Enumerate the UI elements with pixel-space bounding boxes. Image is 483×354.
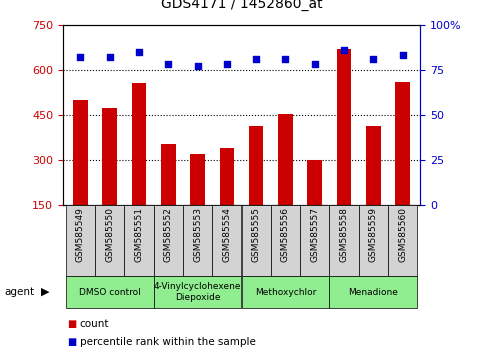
- Text: 4-Vinylcyclohexene
Diepoxide: 4-Vinylcyclohexene Diepoxide: [154, 282, 242, 302]
- Text: GSM585555: GSM585555: [252, 207, 261, 262]
- Bar: [124, 205, 154, 276]
- Bar: [242, 205, 271, 276]
- Bar: [388, 205, 417, 276]
- Bar: [307, 160, 322, 251]
- Text: count: count: [80, 319, 109, 329]
- Bar: [329, 205, 359, 276]
- Text: GSM585556: GSM585556: [281, 207, 290, 262]
- Text: agent: agent: [5, 287, 35, 297]
- Text: GSM585549: GSM585549: [76, 207, 85, 262]
- Bar: [359, 205, 388, 276]
- Text: GSM585558: GSM585558: [340, 207, 349, 262]
- Text: GSM585557: GSM585557: [310, 207, 319, 262]
- Bar: [249, 126, 263, 251]
- Bar: [161, 144, 176, 251]
- Bar: [271, 205, 300, 276]
- Bar: [366, 126, 381, 251]
- Text: GSM585559: GSM585559: [369, 207, 378, 262]
- Point: [194, 63, 201, 69]
- Text: ■: ■: [68, 337, 77, 347]
- Bar: [102, 108, 117, 251]
- Bar: [190, 154, 205, 251]
- Text: Methoxychlor: Methoxychlor: [255, 287, 316, 297]
- Bar: [183, 205, 212, 276]
- Bar: [212, 205, 242, 276]
- Text: GSM585554: GSM585554: [222, 207, 231, 262]
- Bar: [154, 205, 183, 276]
- Point: [76, 55, 84, 60]
- Point: [223, 62, 231, 67]
- Text: DMSO control: DMSO control: [79, 287, 141, 297]
- Text: ▶: ▶: [41, 287, 50, 297]
- Bar: [337, 49, 351, 251]
- Point: [311, 62, 319, 67]
- Bar: [66, 276, 154, 308]
- Text: Menadione: Menadione: [348, 287, 398, 297]
- Point: [106, 55, 114, 60]
- Text: percentile rank within the sample: percentile rank within the sample: [80, 337, 256, 347]
- Point: [340, 47, 348, 53]
- Bar: [95, 205, 124, 276]
- Text: GSM585552: GSM585552: [164, 207, 173, 262]
- Text: GSM585560: GSM585560: [398, 207, 407, 262]
- Bar: [329, 276, 417, 308]
- Bar: [154, 276, 242, 308]
- Text: GSM585551: GSM585551: [134, 207, 143, 262]
- Text: GSM585553: GSM585553: [193, 207, 202, 262]
- Point: [252, 56, 260, 62]
- Point: [164, 62, 172, 67]
- Text: GSM585550: GSM585550: [105, 207, 114, 262]
- Bar: [220, 148, 234, 251]
- Point: [399, 53, 407, 58]
- Bar: [132, 84, 146, 251]
- Bar: [66, 205, 95, 276]
- Point: [282, 56, 289, 62]
- Bar: [242, 276, 329, 308]
- Point: [369, 56, 377, 62]
- Bar: [73, 100, 88, 251]
- Point: [135, 49, 143, 55]
- Text: GDS4171 / 1452860_at: GDS4171 / 1452860_at: [161, 0, 322, 11]
- Bar: [395, 82, 410, 251]
- Bar: [300, 205, 329, 276]
- Bar: [278, 114, 293, 251]
- Text: ■: ■: [68, 319, 77, 329]
